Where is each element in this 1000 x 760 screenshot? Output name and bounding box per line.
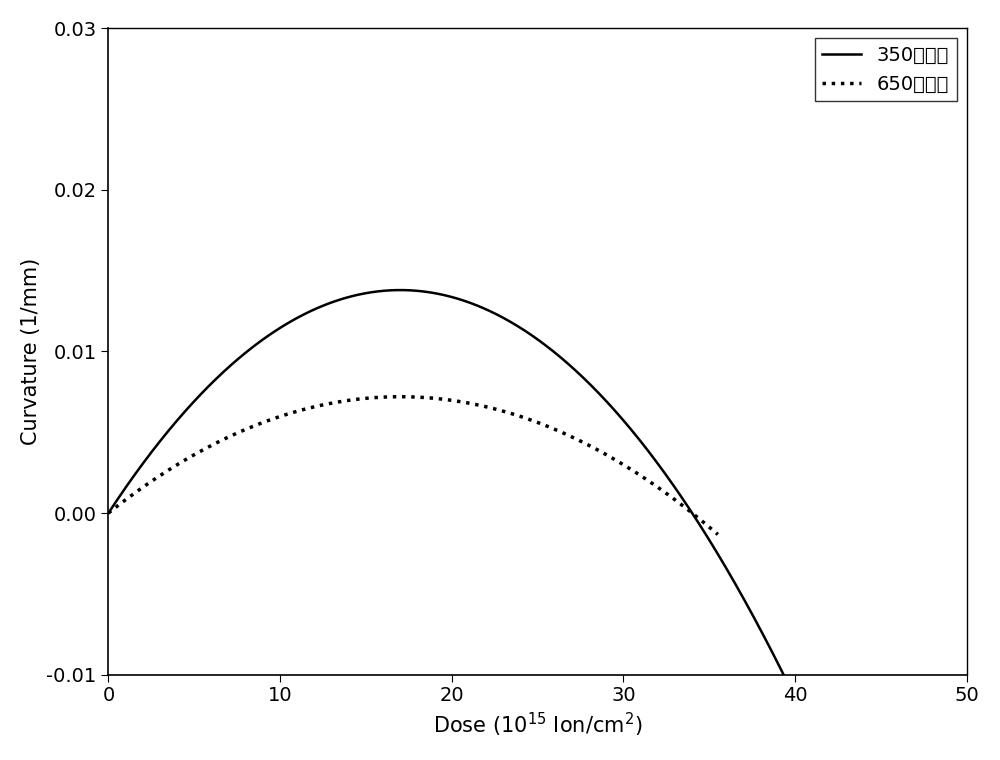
Legend: 350摄氏度, 650摄氏度: 350摄氏度, 650摄氏度 [815, 38, 957, 101]
X-axis label: Dose $(10^{15}$ Ion/cm$^2)$: Dose $(10^{15}$ Ion/cm$^2)$ [433, 711, 642, 739]
Y-axis label: Curvature (1/mm): Curvature (1/mm) [21, 258, 41, 445]
